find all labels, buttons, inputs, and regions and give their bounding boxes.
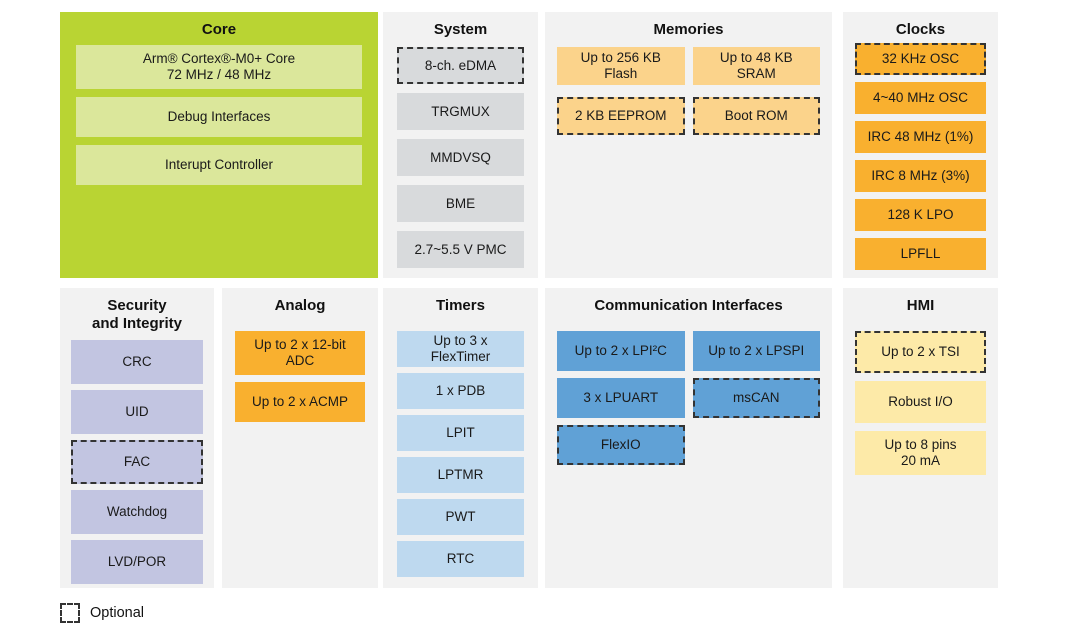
block-interrupt-controller: Interupt Controller [76, 145, 362, 185]
block-irc-48mhz: IRC 48 MHz (1%) [855, 121, 986, 153]
block-mmdvsq: MMDVSQ [397, 139, 524, 176]
block-lpi2c: Up to 2 x LPI²C [557, 331, 685, 371]
block-lpuart: 3 x LPUART [557, 378, 685, 418]
block-flash: Up to 256 KB Flash [557, 47, 685, 85]
block-debug-interfaces: Debug Interfaces [76, 97, 362, 137]
block-128k-lpo: 128 K LPO [855, 199, 986, 231]
block-robust-io: Robust I/O [855, 381, 986, 423]
block-crc: CRC [71, 340, 203, 384]
block-32khz-osc: 32 KHz OSC [855, 43, 986, 75]
block-arm-cortex-m0plus-core: Arm® Cortex®-M0+ Core 72 MHz / 48 MHz [76, 45, 362, 89]
panel-analog: Analog Up to 2 x 12-bit ADC Up to 2 x AC… [222, 288, 378, 588]
block-flextimer: Up to 3 x FlexTimer [397, 331, 524, 367]
block-8-pins-20ma: Up to 8 pins 20 mA [855, 431, 986, 475]
block-pmc: 2.7~5.5 V PMC [397, 231, 524, 268]
optional-dashed-box-icon [60, 603, 80, 623]
block-edma: 8-ch. eDMA [397, 47, 524, 84]
panel-title-system: System [433, 21, 488, 38]
block-acmp: Up to 2 x ACMP [235, 382, 365, 422]
block-boot-rom: Boot ROM [692, 97, 820, 135]
panel-memories: Memories Up to 256 KB Flash Up to 48 KB … [545, 12, 832, 278]
panel-title-security: Security and Integrity [91, 297, 182, 332]
block-lvd-por: LVD/POR [71, 540, 203, 584]
block-uid: UID [71, 390, 203, 434]
panel-clocks: Clocks 32 KHz OSC 4~40 MHz OSC IRC 48 MH… [843, 12, 998, 278]
panel-title-clocks: Clocks [895, 21, 946, 38]
panel-core: Core Arm® Cortex®-M0+ Core 72 MHz / 48 M… [60, 12, 378, 278]
block-flexio: FlexIO [557, 425, 685, 465]
panel-title-analog: Analog [274, 297, 326, 314]
panel-title-timers: Timers [436, 297, 485, 314]
block-bme: BME [397, 185, 524, 222]
block-lptmr: LPTMR [397, 457, 524, 493]
block-lpit: LPIT [397, 415, 524, 451]
block-sram: Up to 48 KB SRAM [692, 47, 820, 85]
panel-system: System 8-ch. eDMA TRGMUX MMDVSQ BME 2.7~… [383, 12, 538, 278]
block-fac: FAC [71, 440, 203, 484]
block-pdb: 1 x PDB [397, 373, 524, 409]
block-lpspi: Up to 2 x LPSPI [692, 331, 820, 371]
panel-title-communication: Communication Interfaces [594, 297, 783, 314]
block-watchdog: Watchdog [71, 490, 203, 534]
block-pwt: PWT [397, 499, 524, 535]
optional-legend-label: Optional [90, 605, 145, 621]
optional-legend: Optional [60, 603, 144, 623]
panel-security-and-integrity: Security and Integrity CRC UID FAC Watch… [60, 288, 214, 588]
block-tsi: Up to 2 x TSI [855, 331, 986, 373]
block-irc-8mhz: IRC 8 MHz (3%) [855, 160, 986, 192]
panel-title-memories: Memories [653, 21, 724, 38]
panel-hmi: HMI Up to 2 x TSI Robust I/O Up to 8 pin… [843, 288, 998, 588]
panel-timers: Timers Up to 3 x FlexTimer 1 x PDB LPIT … [383, 288, 538, 588]
block-mscan: msCAN [692, 378, 820, 418]
panel-communication-interfaces: Communication Interfaces Up to 2 x LPI²C… [545, 288, 832, 588]
block-4-40mhz-osc: 4~40 MHz OSC [855, 82, 986, 114]
block-rtc: RTC [397, 541, 524, 577]
block-lpfll: LPFLL [855, 238, 986, 270]
block-trgmux: TRGMUX [397, 93, 524, 130]
panel-title-core: Core [201, 21, 237, 38]
block-adc: Up to 2 x 12-bit ADC [235, 331, 365, 375]
block-eeprom: 2 KB EEPROM [557, 97, 685, 135]
panel-title-hmi: HMI [906, 297, 935, 314]
